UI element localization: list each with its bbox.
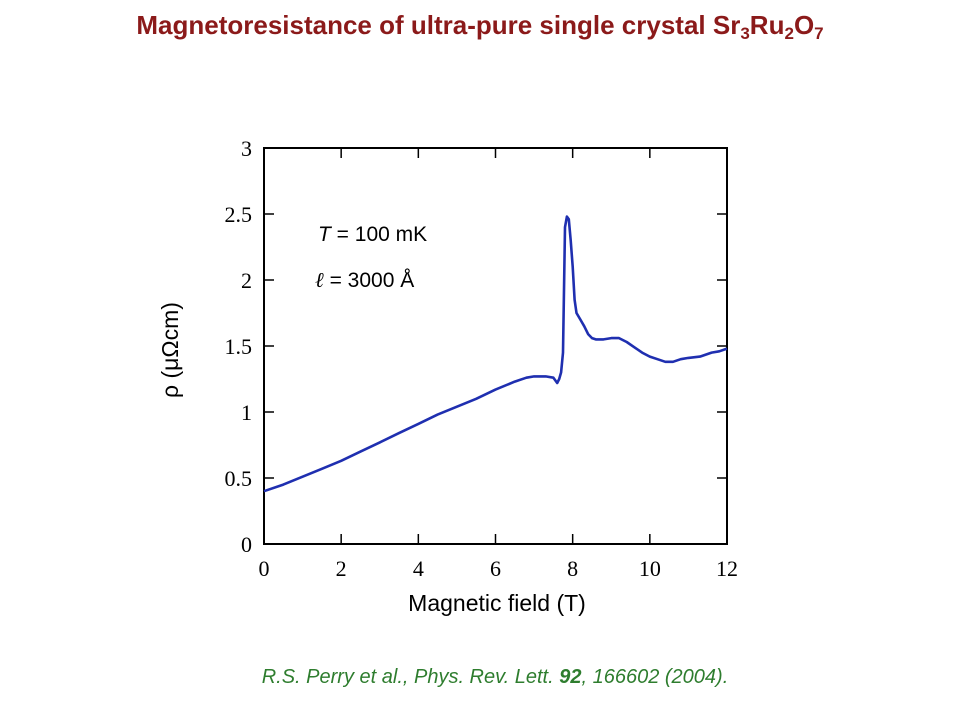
x-tick-label-6: 12 — [716, 556, 738, 581]
temperature-annotation: T = 100 mK — [318, 223, 427, 246]
x-tick-label-3: 6 — [490, 556, 501, 581]
y-tick-label-2: 1 — [241, 400, 252, 425]
y-tick-label-6: 3 — [241, 136, 252, 161]
page-title: Magnetoresistance of ultra-pure single c… — [0, 10, 960, 43]
title-text-o: O — [793, 10, 815, 40]
x-tick-label-2: 4 — [413, 556, 424, 581]
plot-frame — [263, 147, 728, 545]
x-tick-label-4: 8 — [567, 556, 578, 581]
title-subscript-7: 7 — [814, 24, 824, 43]
y-tick-label-3: 1.5 — [225, 334, 253, 359]
temperature-symbol: T — [318, 223, 333, 246]
title-text-ru: Ru — [749, 10, 785, 40]
x-tick-label-1: 2 — [336, 556, 347, 581]
y-tick-label-1: 0.5 — [225, 466, 253, 491]
title-subscript-3: 3 — [740, 24, 750, 43]
magnetoresistance-chart: 0 2 4 6 8 10 12 0 0.5 1 1.5 2 2.5 3 Magnetic field (… — [157, 136, 739, 616]
y-tick-label-5: 2.5 — [225, 202, 253, 227]
title-text: Magnetoresistance of ultra-pure single c… — [136, 10, 741, 40]
x-tick-label-5: 10 — [639, 556, 661, 581]
citation-rest: , 166602 (2004). — [581, 666, 729, 688]
x-axis-label: Magnetic field (T) — [408, 590, 586, 616]
x-tick-labels: 0 2 4 6 8 10 12 — [259, 556, 739, 581]
y-tick-label-4: 2 — [241, 268, 252, 293]
citation-authors: R.S. Perry et al., Phys. Rev. Lett. — [261, 666, 560, 688]
citation-volume: 92 — [559, 666, 582, 688]
title-subscript-2: 2 — [784, 24, 794, 43]
citation: R.S. Perry et al., Phys. Rev. Lett. 92, … — [0, 666, 960, 689]
y-tick-label-0: 0 — [241, 532, 252, 557]
y-axis-label: ρ (μΩcm) — [157, 302, 183, 398]
x-tick-label-0: 0 — [259, 556, 270, 581]
mean-free-path-symbol: ℓ — [315, 268, 324, 292]
resistivity-series-line — [263, 215, 728, 493]
axis-ticks — [263, 147, 728, 545]
mean-free-path-value: = 3000 Å — [324, 269, 415, 292]
temperature-value: = 100 mK — [331, 223, 427, 246]
mean-free-path-annotation: ℓ = 3000 Å — [315, 268, 414, 292]
y-tick-labels: 0 0.5 1 1.5 2 2.5 3 — [225, 136, 253, 557]
